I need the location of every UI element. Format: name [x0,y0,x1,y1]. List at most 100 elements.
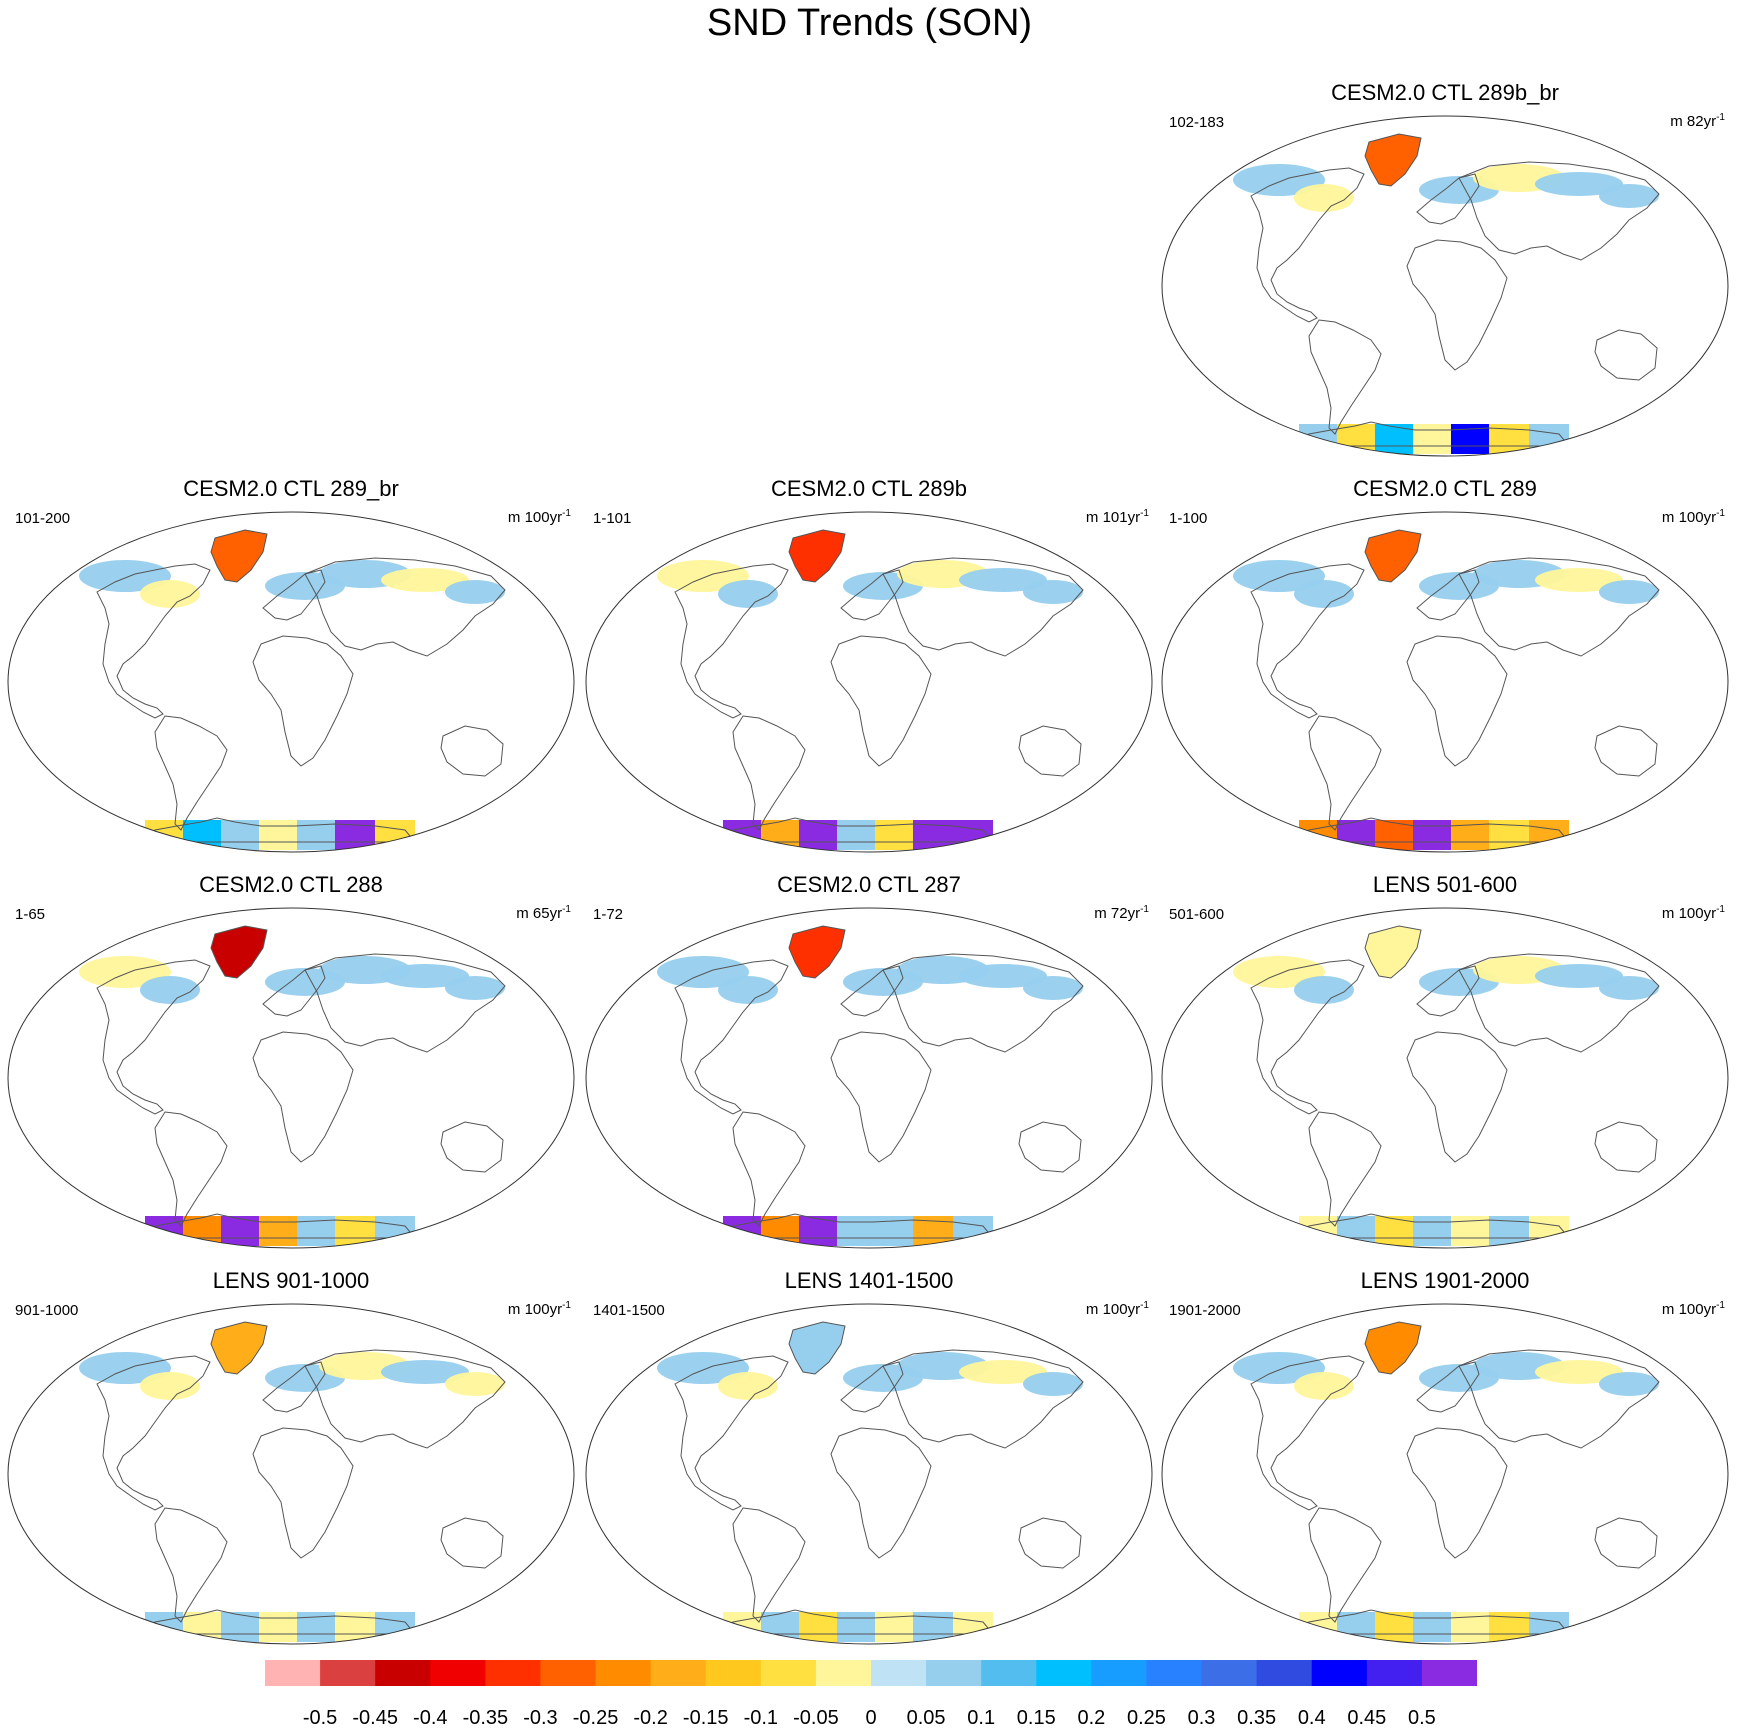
antarctica-trend-cell [259,1216,299,1246]
map-panel: LENS 1901-2000 1901-2000 m 100yr-1 [1159,1268,1731,1650]
snow-trend-region [657,560,749,592]
coastline-asia [304,953,506,1053]
panel-title: CESM2.0 CTL 289b_br [1331,80,1559,105]
coastline-africa [252,1427,354,1559]
snow-trend-region [1599,580,1659,604]
colorbar-swatch [1146,1660,1203,1686]
antarctica-trend-cell [145,1612,185,1642]
snow-trend-region [140,976,200,1004]
colorbar-swatch [705,1660,762,1686]
antarctica-trend-cell [1413,1216,1453,1246]
snow-trend-region [1535,172,1623,196]
antarctica-trend-cell [799,1612,839,1642]
coastline-asia [882,953,1084,1053]
coastline-antarctica [133,1213,417,1239]
colorbar-swatch [650,1660,707,1686]
coastline-europe [840,569,904,621]
panel-year-range: 1-72 [593,906,624,923]
coastline-asia [1458,1349,1660,1449]
panel-title: CESM2.0 CTL 287 [777,872,961,897]
coastline-australia [1594,725,1658,777]
colorbar-swatch [1366,1660,1423,1686]
coastline-africa [1406,635,1508,767]
colorbar-tick-label: -0.5 [302,1707,338,1729]
coastline-south-america [1308,1111,1382,1227]
coastline-africa [1406,1427,1508,1559]
snow-trend-region [1599,184,1659,208]
colorbar-swatch [871,1660,927,1686]
coastline-africa [830,1427,932,1559]
coastline-south-america [154,1111,228,1227]
world-map [1161,511,1729,853]
greenland-trend [211,926,267,978]
coastline-asia [304,557,506,657]
antarctica-trend-cell [1299,820,1339,850]
coastline-asia [1458,953,1660,1053]
colorbar-tick-label: -0.25 [572,1707,619,1729]
coastline-greenland [210,925,268,979]
antarctica-trend-cell [723,1612,763,1642]
panel-title: CESM2.0 CTL 289b [770,476,968,501]
coastline-north-america [96,959,211,1115]
panel-unit: m 82yr-1 [1670,112,1725,130]
snow-trend-region [1294,976,1354,1004]
world-map [585,511,1153,853]
coastline-antarctica [711,1213,995,1239]
coastline-europe [840,965,904,1017]
panel-year-range: 1401-1500 [593,1302,665,1319]
coastline-europe [1416,965,1480,1017]
greenland-trend [1365,1322,1421,1374]
coastline-asia [1458,161,1660,261]
snow-trend-region [1294,580,1354,608]
coastline-south-america [732,1111,806,1227]
panel-title: CESM2.0 CTL 289_br [183,476,399,501]
antarctica-trend-cell [1413,424,1453,454]
panel-unit: m 100yr-1 [507,508,571,526]
world-map [7,907,575,1249]
colorbar-swatch [265,1660,321,1686]
colorbar-tick-label: 0.5 [1408,1707,1436,1729]
coastline-north-america [674,563,789,719]
snow-trend-region [657,956,749,988]
colorbar-swatch [1201,1660,1258,1686]
antarctica-trend-cell [799,1216,839,1246]
coastline-greenland [1364,133,1422,187]
snow-trend-region [1023,976,1083,1000]
antarctica-trend-cell [837,1612,877,1642]
antarctica-trend-cell [1299,424,1339,454]
coastline-north-america [1250,563,1365,719]
snow-trend-region [79,956,171,988]
greenland-trend [211,1322,267,1374]
colorbar-swatch [760,1660,817,1686]
colorbar-tick-label: 0.45 [1347,1707,1387,1729]
antarctica-trend-cell [1299,1216,1339,1246]
coastline-greenland [788,925,846,979]
colorbar-swatch [430,1660,486,1686]
antarctica-trend-cell [221,1216,261,1246]
coastline-africa [830,1031,932,1163]
colorbar-swatch [540,1660,597,1686]
map-border [585,1303,1153,1645]
coastline-europe [262,1361,326,1413]
antarctica-trend-cell [799,820,839,850]
snow-trend-region [718,1372,778,1400]
coastline-greenland [1364,925,1422,979]
snow-trend-region [1233,560,1325,592]
colorbar [265,1660,1477,1686]
snow-trend-region [959,1360,1047,1384]
coastline-australia [1594,1121,1658,1173]
antarctica-trend-cell [221,820,261,850]
panel-year-range: 1901-2000 [1169,1302,1241,1319]
greenland-trend [789,1322,845,1374]
map-panel: CESM2.0 CTL 289 1-100 m 100yr-1 [1159,476,1731,858]
coastline-antarctica [1287,817,1571,843]
coastline-africa [252,1031,354,1163]
greenland-trend [789,926,845,978]
map-panel: LENS 1401-1500 1401-1500 m 100yr-1 [583,1268,1155,1650]
snow-trend-region [1233,1352,1325,1384]
antarctica-trend-cell [1375,424,1415,454]
coastline-greenland [1364,1321,1422,1375]
panel-unit: m 65yr-1 [516,904,571,922]
map-panel: CESM2.0 CTL 289b 1-101 m 101yr-1 [583,476,1155,858]
coastline-south-america [732,1507,806,1623]
